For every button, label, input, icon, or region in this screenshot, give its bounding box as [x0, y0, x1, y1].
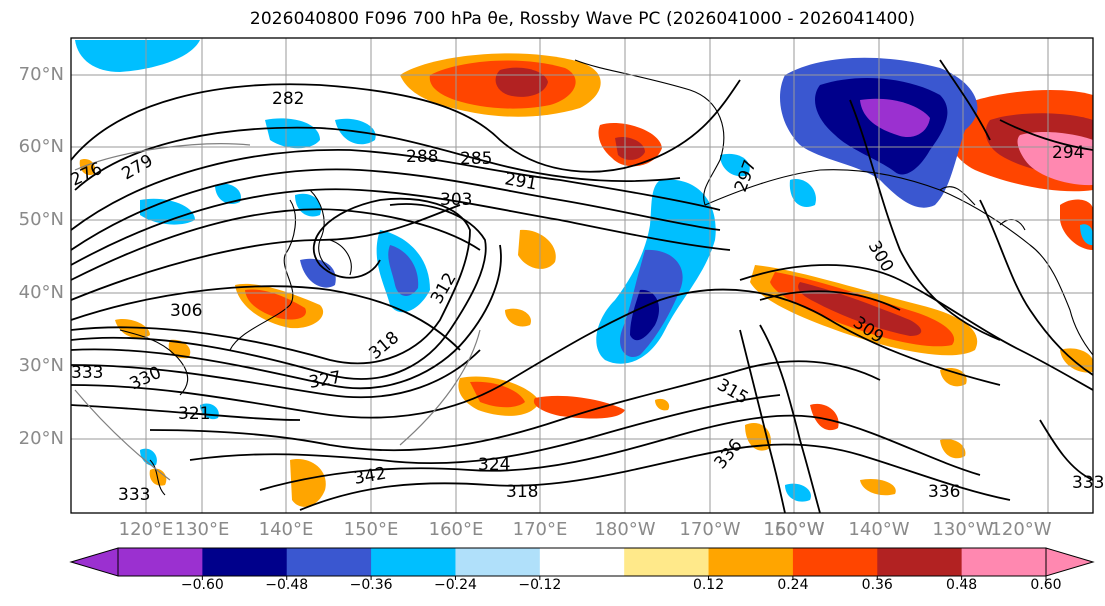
- colorbar-cell: [371, 548, 456, 576]
- colorbar-tick-label: −0.48: [265, 577, 309, 593]
- lon-label: 180°W: [594, 519, 656, 540]
- contour-label: 282: [272, 89, 304, 109]
- contour-label: 303: [440, 190, 472, 210]
- lon-label: 120°W: [990, 519, 1052, 540]
- contour-label: 333: [1072, 473, 1104, 493]
- contour-label: 333: [118, 485, 150, 505]
- colorbar-cell: [961, 548, 1047, 576]
- colorbar-tick-label: 0.12: [692, 577, 725, 593]
- lon-label: 170°W: [679, 519, 741, 540]
- contour-label: 333: [71, 363, 103, 383]
- lat-label: 20°N: [18, 428, 64, 449]
- contour-label: 318: [506, 482, 538, 502]
- colorbar-cell: [455, 548, 541, 576]
- colorbar-extend-max: [1045, 547, 1095, 577]
- colorbar-tick-label: 0.36: [861, 577, 893, 593]
- colorbar-tick-label: −0.60: [180, 577, 224, 593]
- contour-label: 306: [170, 301, 202, 321]
- colorbar-cell: [792, 548, 878, 576]
- lat-label: 70°N: [18, 64, 64, 85]
- lon-label: 120°E: [118, 519, 174, 540]
- lat-label: 50°N: [18, 209, 64, 230]
- lat-label: 60°N: [18, 136, 64, 157]
- lon-label: 150°E: [343, 519, 399, 540]
- lon-label: 160°E: [428, 519, 484, 540]
- contour-label: 294: [1052, 143, 1084, 163]
- colorbar-cell: [877, 548, 963, 576]
- lon-label: 170°E: [512, 519, 568, 540]
- domain-outline: [74, 143, 481, 481]
- colorbar-tick-label: 0.60: [1030, 577, 1062, 593]
- colorbar: [69, 547, 1095, 580]
- colorbar-tick-label: −0.12: [518, 577, 562, 593]
- lon-label: 150°W: [763, 519, 825, 540]
- contour-label: 336: [928, 482, 960, 502]
- map-title: 2026040800 F096 700 hPa θe, Rossby Wave …: [249, 9, 916, 29]
- lon-label: 160°W: [763, 519, 825, 540]
- colorbar-cell: [286, 548, 372, 576]
- lat-label: 40°N: [18, 282, 64, 303]
- colorbar-tick-label: 0.48: [946, 577, 978, 593]
- colorbar-tick-label: −0.24: [434, 577, 477, 593]
- contour-label: 324: [478, 455, 510, 475]
- map-frame: [70, 37, 1094, 514]
- contour-label: 285: [460, 149, 492, 169]
- lon-label: 130°E: [174, 519, 230, 540]
- lon-label: 130°W: [932, 519, 994, 540]
- anomaly-shading: [75, 40, 1093, 507]
- colorbar-cell: [539, 548, 625, 576]
- lon-label: 140°W: [848, 519, 910, 540]
- contour-label: 288: [406, 147, 438, 167]
- colorbar-tick-label: −0.36: [349, 577, 393, 593]
- colorbar-cell: [202, 548, 288, 576]
- colorbar-cell: [118, 548, 203, 576]
- colorbar-frame: [117, 547, 1047, 577]
- contour-label: 321: [178, 404, 210, 424]
- colorbar-extend-min: [69, 547, 119, 577]
- theta-e-contours: [71, 59, 1093, 513]
- lon-label: 140°E: [258, 519, 314, 540]
- colorbar-cell: [708, 548, 794, 576]
- colorbar-cell: [624, 548, 710, 576]
- lat-label: 30°N: [18, 355, 64, 376]
- colorbar-tick-label: 0.24: [777, 577, 809, 593]
